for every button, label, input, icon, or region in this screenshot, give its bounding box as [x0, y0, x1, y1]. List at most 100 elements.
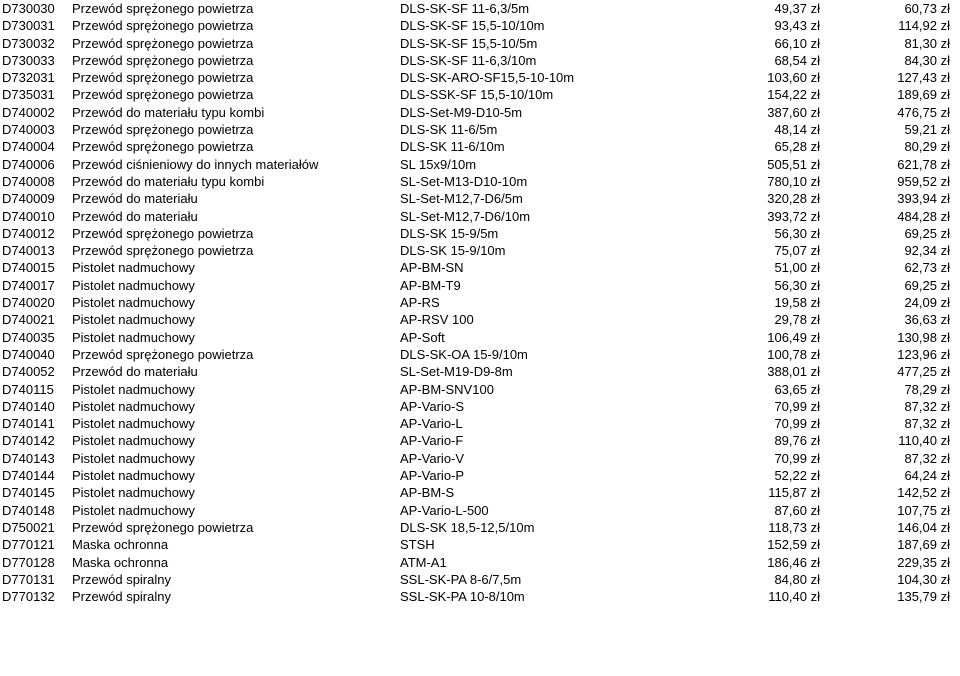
table-row: D770121Maska ochronnaSTSH152,59 zł187,69… — [0, 536, 960, 553]
price2-cell: 36,63 zł — [820, 311, 958, 328]
price1-cell: 84,80 zł — [690, 571, 820, 588]
price1-cell: 63,65 zł — [690, 381, 820, 398]
price1-cell: 52,22 zł — [690, 467, 820, 484]
price1-cell: 66,10 zł — [690, 35, 820, 52]
model-cell: AP-BM-T9 — [400, 277, 690, 294]
price2-cell: 229,35 zł — [820, 554, 958, 571]
description-cell: Pistolet nadmuchowy — [72, 329, 400, 346]
description-cell: Pistolet nadmuchowy — [72, 450, 400, 467]
model-cell: SL-Set-M12,7-D6/5m — [400, 190, 690, 207]
model-cell: DLS-SK 15-9/10m — [400, 242, 690, 259]
table-row: D740021Pistolet nadmuchowyAP-RSV 10029,7… — [0, 311, 960, 328]
price1-cell: 48,14 zł — [690, 121, 820, 138]
table-row: D730030Przewód sprężonego powietrzaDLS-S… — [0, 0, 960, 17]
price2-cell: 477,25 zł — [820, 363, 958, 380]
price2-cell: 81,30 zł — [820, 35, 958, 52]
code-cell: D740143 — [0, 450, 72, 467]
code-cell: D740020 — [0, 294, 72, 311]
model-cell: AP-Vario-V — [400, 450, 690, 467]
model-cell: DLS-SK 15-9/5m — [400, 225, 690, 242]
price1-cell: 103,60 zł — [690, 69, 820, 86]
price1-cell: 100,78 zł — [690, 346, 820, 363]
table-row: D740145Pistolet nadmuchowyAP-BM-S115,87 … — [0, 484, 960, 501]
price2-cell: 64,24 zł — [820, 467, 958, 484]
code-cell: D740004 — [0, 138, 72, 155]
code-cell: D732031 — [0, 69, 72, 86]
model-cell: ATM-A1 — [400, 554, 690, 571]
price1-cell: 320,28 zł — [690, 190, 820, 207]
table-row: D732031Przewód sprężonego powietrzaDLS-S… — [0, 69, 960, 86]
model-cell: DLS-SK-OA 15-9/10m — [400, 346, 690, 363]
model-cell: SSL-SK-PA 10-8/10m — [400, 588, 690, 605]
price2-cell: 114,92 zł — [820, 17, 958, 34]
code-cell: D740017 — [0, 277, 72, 294]
model-cell: SL-Set-M13-D10-10m — [400, 173, 690, 190]
price1-cell: 152,59 zł — [690, 536, 820, 553]
table-row: D740142Pistolet nadmuchowyAP-Vario-F89,7… — [0, 432, 960, 449]
code-cell: D740148 — [0, 502, 72, 519]
model-cell: DLS-SK 18,5-12,5/10m — [400, 519, 690, 536]
description-cell: Pistolet nadmuchowy — [72, 432, 400, 449]
model-cell: DLS-SK-SF 11-6,3/10m — [400, 52, 690, 69]
price2-cell: 87,32 zł — [820, 415, 958, 432]
price1-cell: 29,78 zł — [690, 311, 820, 328]
table-row: D740002Przewód do materiału typu kombiDL… — [0, 104, 960, 121]
code-cell: D740013 — [0, 242, 72, 259]
price1-cell: 118,73 zł — [690, 519, 820, 536]
description-cell: Maska ochronna — [72, 554, 400, 571]
description-cell: Przewód do materiału typu kombi — [72, 104, 400, 121]
price2-cell: 135,79 zł — [820, 588, 958, 605]
price1-cell: 387,60 zł — [690, 104, 820, 121]
code-cell: D730031 — [0, 17, 72, 34]
description-cell: Przewód do materiału — [72, 190, 400, 207]
description-cell: Pistolet nadmuchowy — [72, 294, 400, 311]
code-cell: D740035 — [0, 329, 72, 346]
code-cell: D770128 — [0, 554, 72, 571]
price1-cell: 56,30 zł — [690, 225, 820, 242]
price2-cell: 80,29 zł — [820, 138, 958, 155]
table-row: D770132Przewód spiralnySSL-SK-PA 10-8/10… — [0, 588, 960, 605]
model-cell: AP-Vario-S — [400, 398, 690, 415]
model-cell: DLS-SSK-SF 15,5-10/10m — [400, 86, 690, 103]
description-cell: Przewód spiralny — [72, 571, 400, 588]
model-cell: DLS-SK 11-6/5m — [400, 121, 690, 138]
price2-cell: 187,69 zł — [820, 536, 958, 553]
table-row: D770128Maska ochronnaATM-A1186,46 zł229,… — [0, 554, 960, 571]
table-row: D770131Przewód spiralnySSL-SK-PA 8-6/7,5… — [0, 571, 960, 588]
table-row: D740006Przewód ciśnieniowy do innych mat… — [0, 156, 960, 173]
price2-cell: 959,52 zł — [820, 173, 958, 190]
price1-cell: 75,07 zł — [690, 242, 820, 259]
price2-cell: 59,21 zł — [820, 121, 958, 138]
code-cell: D740140 — [0, 398, 72, 415]
table-row: D730032Przewód sprężonego powietrzaDLS-S… — [0, 35, 960, 52]
price1-cell: 89,76 zł — [690, 432, 820, 449]
price1-cell: 56,30 zł — [690, 277, 820, 294]
model-cell: DLS-SK-SF 11-6,3/5m — [400, 0, 690, 17]
model-cell: SSL-SK-PA 8-6/7,5m — [400, 571, 690, 588]
code-cell: D770121 — [0, 536, 72, 553]
price2-cell: 69,25 zł — [820, 277, 958, 294]
code-cell: D730030 — [0, 0, 72, 17]
model-cell: AP-BM-SNV100 — [400, 381, 690, 398]
price2-cell: 92,34 zł — [820, 242, 958, 259]
table-row: D740020Pistolet nadmuchowyAP-RS19,58 zł2… — [0, 294, 960, 311]
code-cell: D735031 — [0, 86, 72, 103]
table-row: D740017Pistolet nadmuchowyAP-BM-T956,30 … — [0, 277, 960, 294]
table-row: D735031Przewód sprężonego powietrzaDLS-S… — [0, 86, 960, 103]
price1-cell: 93,43 zł — [690, 17, 820, 34]
description-cell: Przewód do materiału — [72, 363, 400, 380]
code-cell: D740040 — [0, 346, 72, 363]
model-cell: SL 15x9/10m — [400, 156, 690, 173]
description-cell: Przewód sprężonego powietrza — [72, 69, 400, 86]
price2-cell: 130,98 zł — [820, 329, 958, 346]
price1-cell: 51,00 zł — [690, 259, 820, 276]
price1-cell: 505,51 zł — [690, 156, 820, 173]
model-cell: DLS-SK-SF 15,5-10/5m — [400, 35, 690, 52]
model-cell: SL-Set-M19-D9-8m — [400, 363, 690, 380]
description-cell: Przewód sprężonego powietrza — [72, 519, 400, 536]
price1-cell: 68,54 zł — [690, 52, 820, 69]
model-cell: AP-BM-S — [400, 484, 690, 501]
code-cell: D740012 — [0, 225, 72, 242]
price1-cell: 154,22 zł — [690, 86, 820, 103]
description-cell: Przewód sprężonego powietrza — [72, 52, 400, 69]
